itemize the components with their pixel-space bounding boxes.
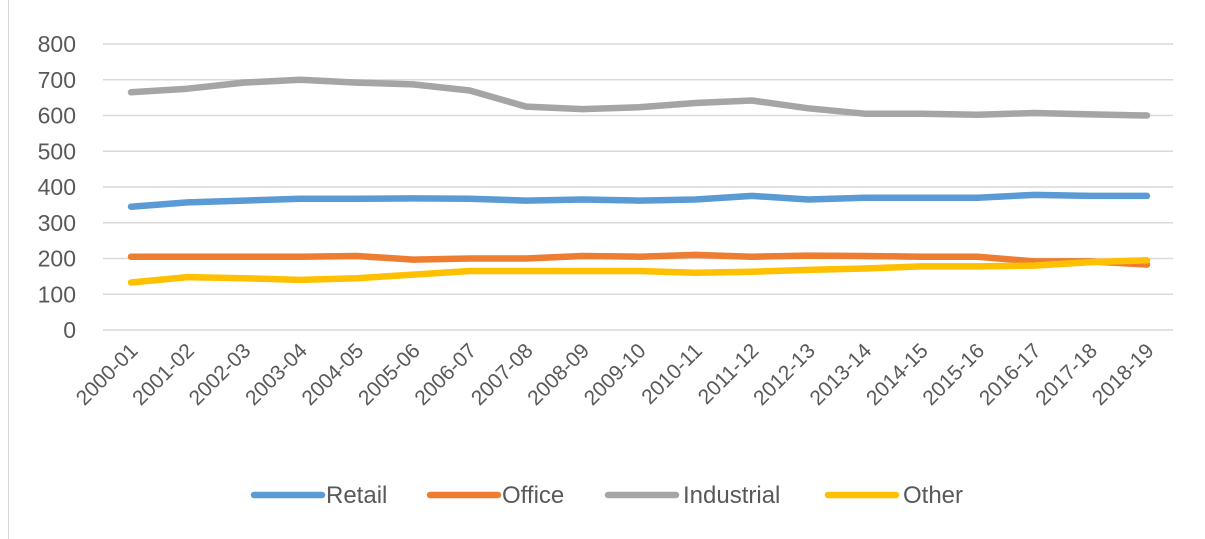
y-axis-ticks: 0 100 200 300 400 500 600 700 800 [38, 31, 76, 343]
x-tick-label: 2001-02 [128, 339, 199, 410]
y-tick-label: 600 [38, 103, 76, 129]
x-tick-label: 2014-15 [862, 339, 933, 410]
x-tick-label: 2016-17 [975, 339, 1046, 410]
x-tick-label: 2007-08 [467, 339, 538, 410]
gridlines [103, 43, 1173, 331]
x-tick-label: 2018-19 [1088, 339, 1159, 410]
y-tick-label: 500 [38, 138, 76, 164]
series-lines [127, 76, 1151, 286]
y-tick-label: 0 [63, 317, 76, 343]
x-tick-label: 2010-11 [637, 339, 707, 409]
y-tick-label: 300 [38, 210, 76, 236]
x-axis-ticks: 2000-012001-022002-032003-042004-052005-… [72, 339, 1159, 410]
x-tick-label: 2003-04 [241, 339, 312, 410]
series-line-office [127, 251, 1151, 268]
x-tick-label: 2002-03 [185, 339, 256, 410]
legend-label-retail: Retail [326, 482, 387, 509]
y-tick-label: 400 [38, 174, 76, 200]
legend: Retail Office Industrial Other [250, 482, 963, 509]
x-tick-label: 2006-07 [410, 339, 481, 410]
chart-frame-border [8, 0, 9, 539]
series-line-retail [127, 191, 1151, 210]
x-tick-label: 2013-14 [806, 339, 877, 410]
y-tick-label: 700 [38, 67, 76, 93]
x-tick-label: 2012-13 [749, 339, 820, 410]
legend-label-office: Office [502, 482, 564, 509]
x-tick-label: 2009-10 [580, 339, 651, 410]
legend-label-industrial: Industrial [683, 482, 780, 509]
series-line-other [127, 257, 1151, 286]
legend-label-other: Other [903, 482, 963, 509]
y-tick-label: 200 [38, 246, 76, 272]
series-line-industrial [127, 76, 1151, 119]
x-tick-label: 2008-09 [523, 339, 594, 410]
x-tick-label: 2000-01 [72, 339, 143, 410]
x-tick-label: 2017-18 [1031, 339, 1102, 410]
x-tick-label: 2005-06 [354, 339, 425, 410]
y-tick-label: 100 [38, 281, 76, 307]
x-tick-label: 2004-05 [298, 339, 369, 410]
y-tick-label: 800 [38, 31, 76, 57]
x-tick-label: 2015-16 [918, 339, 989, 410]
